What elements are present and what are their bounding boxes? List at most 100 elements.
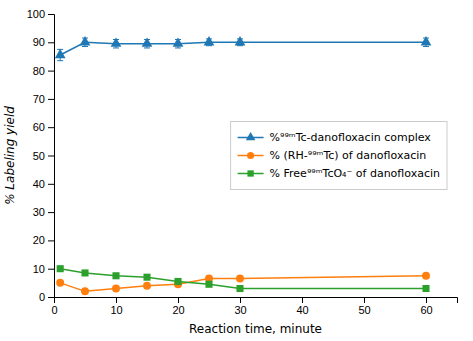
tick: 40 [296, 297, 308, 316]
tick-label: 0 [51, 304, 57, 316]
tick-mark [48, 14, 54, 15]
x-axis-title: Reaction time, minute [189, 322, 322, 336]
tick: 60 [33, 121, 54, 133]
tick-label: 80 [33, 65, 45, 77]
marker [56, 279, 64, 287]
legend-box [231, 122, 447, 190]
legend-marker [247, 152, 254, 159]
tick: 90 [33, 36, 54, 48]
series [57, 265, 430, 292]
tick-mark [48, 212, 54, 213]
tick-label: 60 [420, 304, 432, 316]
tick-label: 0 [39, 291, 45, 303]
tick-mark [48, 156, 54, 157]
marker [80, 36, 91, 45]
marker [111, 38, 122, 47]
marker [173, 38, 184, 47]
marker [204, 36, 215, 45]
tick-label: 10 [33, 263, 45, 275]
marker [236, 275, 244, 283]
marker [57, 265, 64, 272]
legend-item: % Free⁹⁹ᵐTcO₄⁻ of danofloxacin [238, 167, 440, 180]
plot-area: 0 10 20 30 40 50 60 0 10 20 30 40 50 60 70 80 90 100 React… [3, 8, 458, 336]
tick: 0 [39, 291, 54, 303]
tick-label: 70 [33, 93, 45, 105]
tick-mark [364, 297, 365, 303]
marker [112, 285, 120, 293]
tick: 20 [33, 234, 54, 246]
tick: 40 [33, 178, 54, 190]
marker [421, 36, 432, 45]
tick-label: 100 [27, 8, 45, 20]
tick: 70 [33, 93, 54, 105]
axis-line [48, 15, 55, 298]
marker [422, 285, 429, 292]
tick-mark [48, 127, 54, 128]
tick: 50 [33, 150, 54, 162]
tick-label: 10 [110, 304, 122, 316]
series [55, 36, 432, 61]
tick-label: 90 [33, 36, 45, 48]
y-axis: 0 10 20 30 40 50 60 70 80 90 100 [27, 8, 55, 303]
tick-label: 50 [358, 304, 370, 316]
error-bar-cap [144, 47, 150, 48]
tick-label: 40 [296, 304, 308, 316]
tick: 0 [51, 297, 57, 316]
legend-label: % (RH-⁹⁹ᵐTc) of danofloxacin [270, 149, 427, 162]
marker [422, 272, 430, 280]
tick-label: 50 [33, 150, 45, 162]
legend-label: %⁹⁹ᵐTc-danofloxacin complex [270, 131, 432, 144]
y-axis-title: % Labeling yield [3, 106, 17, 205]
marker [81, 287, 89, 295]
tick-mark [48, 297, 54, 298]
legend-marker [246, 132, 256, 140]
error-bar-cap [57, 60, 63, 61]
tick-mark [48, 240, 54, 241]
tick-mark [48, 42, 54, 43]
tick: 30 [234, 297, 246, 316]
tick: 10 [110, 297, 122, 316]
tick: 30 [33, 206, 54, 218]
tick-mark [426, 297, 427, 303]
tick-mark [178, 297, 179, 303]
legend-marker [247, 170, 253, 176]
marker [143, 282, 151, 290]
tick: 10 [33, 263, 54, 275]
tick-label: 30 [234, 304, 246, 316]
axis-line [55, 298, 458, 304]
tick: 50 [358, 297, 370, 316]
legend-item: % (RH-⁹⁹ᵐTc) of danofloxacin [238, 149, 427, 162]
legend: %⁹⁹ᵐTc-danofloxacin complex % (RH-⁹⁹ᵐTc) … [231, 122, 447, 190]
tick-mark [48, 184, 54, 185]
error-bar-cap [82, 46, 88, 47]
tick-label: 20 [172, 304, 184, 316]
x-axis: 0 10 20 30 40 50 60 [51, 297, 457, 316]
marker [143, 274, 150, 281]
marker [81, 269, 88, 276]
legend-label: % Free⁹⁹ᵐTcO₄⁻ of danofloxacin [270, 167, 440, 180]
tick-mark [48, 71, 54, 72]
error-bar-cap [423, 46, 429, 47]
tick-label: 30 [33, 206, 45, 218]
marker [205, 281, 212, 288]
tick-label: 20 [33, 234, 45, 246]
tick: 20 [172, 297, 184, 316]
tick-mark [240, 297, 241, 303]
marker [236, 285, 243, 292]
marker [235, 36, 246, 45]
tick: 60 [420, 297, 432, 316]
chart: 0 10 20 30 40 50 60 0 10 20 30 40 50 60 70 80 90 100 React… [0, 0, 473, 341]
tick-mark [48, 99, 54, 100]
marker [112, 272, 119, 279]
marker [142, 38, 153, 47]
tick-mark [48, 269, 54, 270]
tick-label: 40 [33, 178, 45, 190]
error-bar-cap [113, 47, 119, 48]
marker [174, 278, 181, 285]
error-bar-cap [175, 47, 181, 48]
tick: 100 [27, 8, 54, 20]
tick-mark [302, 297, 303, 303]
legend-item: %⁹⁹ᵐTc-danofloxacin complex [238, 131, 432, 144]
marker [55, 49, 66, 58]
tick-mark [116, 297, 117, 303]
